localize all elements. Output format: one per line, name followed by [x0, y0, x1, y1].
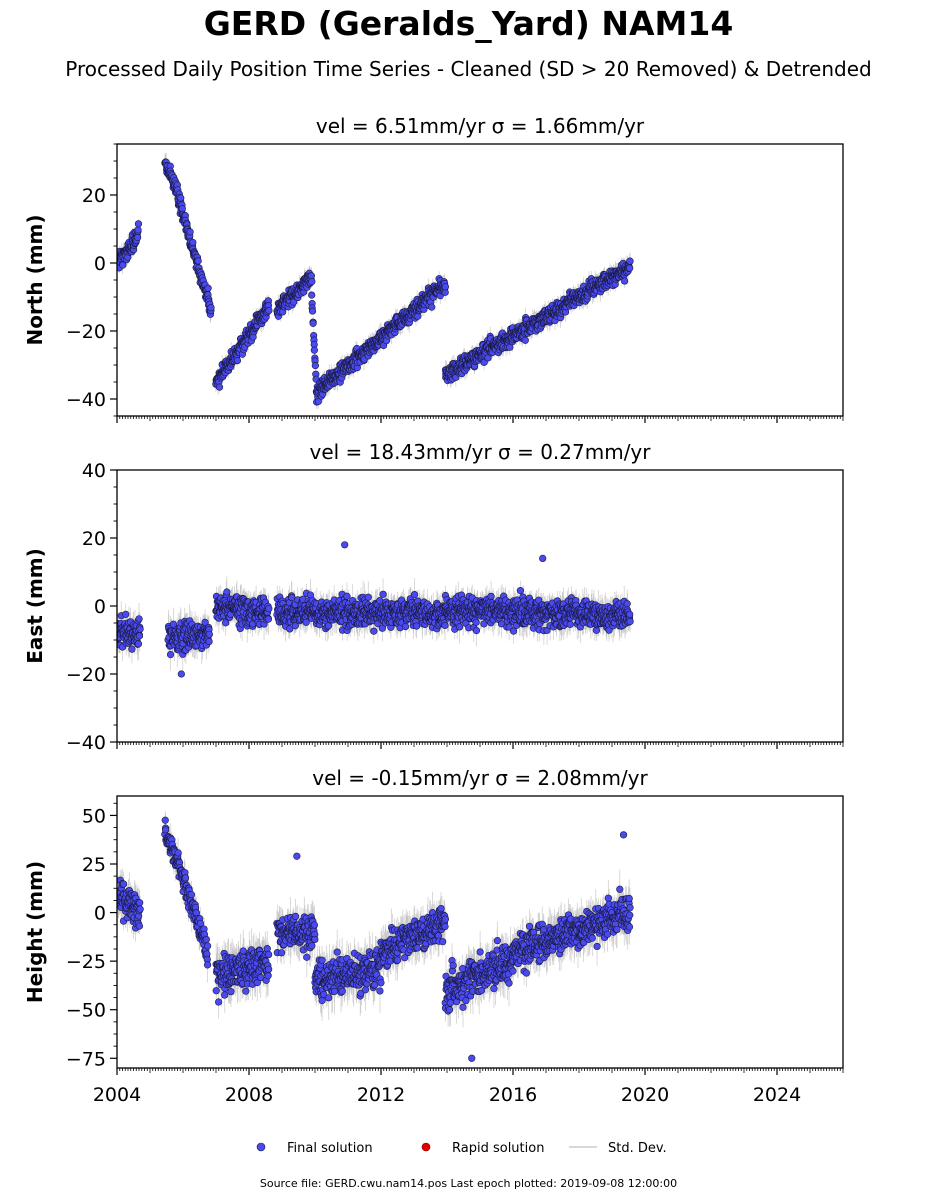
- data-points-2: [117, 816, 634, 1062]
- x-tick-label: 2016: [489, 1084, 537, 1106]
- series-final-solution-1: [117, 541, 634, 678]
- y-tick-label: −20: [66, 321, 106, 343]
- y-tick-label: 20: [82, 185, 106, 207]
- legend-marker-1: [421, 1142, 431, 1152]
- x-tick-label: 2012: [357, 1084, 405, 1106]
- series-final-solution-2: [117, 811, 634, 1062]
- y-axis-label-2: Height (mm): [23, 861, 47, 1003]
- y-tick-label: 50: [82, 805, 106, 827]
- page-subtitle: Processed Daily Position Time Series - C…: [65, 57, 872, 81]
- y-tick-label: 25: [82, 854, 106, 876]
- outlier-point-1-0: [341, 541, 349, 549]
- outlier-point-1-2: [177, 670, 185, 678]
- data-points-0: [117, 158, 634, 406]
- y-axis-label-0: North (mm): [23, 214, 47, 345]
- y-tick-label: −20: [66, 664, 106, 686]
- y-tick-label: −75: [66, 1048, 106, 1070]
- y-tick-label: −40: [66, 389, 106, 411]
- legend-marker-0: [256, 1142, 266, 1152]
- y-tick-label: 0: [94, 596, 106, 618]
- legend-label-2: Std. Dev.: [608, 1141, 667, 1156]
- data-points-1: [117, 541, 634, 678]
- x-tick-label: 2020: [621, 1084, 669, 1106]
- source-footer: Source file: GERD.cwu.nam14.pos Last epo…: [259, 1177, 678, 1190]
- x-tick-label: 2024: [753, 1084, 801, 1106]
- y-tick-label: 0: [94, 903, 106, 925]
- legend-label-1: Rapid solution: [452, 1141, 544, 1156]
- outlier-point-2-1: [619, 831, 628, 839]
- panel-title-1: vel = 18.43mm/yr σ = 0.27mm/yr: [310, 440, 652, 464]
- page-title: GERD (Geralds_Yard) NAM14: [203, 4, 734, 43]
- outlier-point-2-0: [468, 1054, 476, 1062]
- panel-title-2: vel = -0.15mm/yr σ = 2.08mm/yr: [312, 766, 648, 790]
- y-tick-label: −25: [66, 951, 106, 973]
- y-tick-label: 40: [82, 460, 106, 482]
- legend-label-0: Final solution: [287, 1141, 373, 1156]
- y-tick-label: 0: [94, 253, 106, 275]
- std-dev-bars-0: [117, 152, 631, 410]
- x-tick-label: 2008: [225, 1084, 273, 1106]
- panel-title-0: vel = 6.51mm/yr σ = 1.66mm/yr: [316, 114, 645, 138]
- y-axis-label-1: East (mm): [23, 548, 47, 664]
- series-final-solution-0: [117, 152, 634, 410]
- y-tick-label: 20: [82, 528, 106, 550]
- outlier-point-1-1: [539, 554, 547, 563]
- y-tick-label: −50: [66, 1000, 106, 1022]
- x-tick-label: 2004: [93, 1084, 141, 1106]
- outlier-point-2-2: [293, 852, 301, 860]
- y-tick-label: −40: [66, 732, 106, 754]
